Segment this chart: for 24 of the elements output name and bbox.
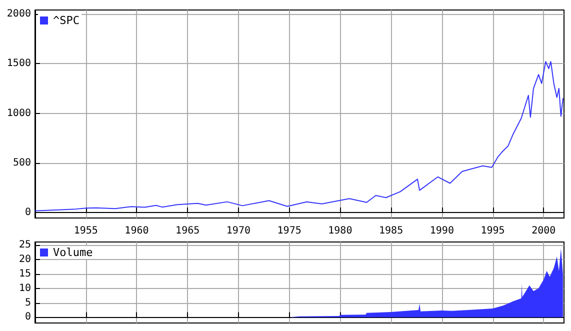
- x-tick-label: 1975: [277, 226, 302, 236]
- y-tick-label: 1500: [6, 58, 31, 70]
- x-tick-label: 1970: [226, 226, 251, 236]
- y-tick-label: 2000: [6, 8, 31, 20]
- y-tick-label: 5: [24, 297, 31, 308]
- x-tick-label: 1985: [379, 226, 404, 236]
- x-tick-label: 1995: [480, 226, 505, 236]
- x-tick-label: 1955: [74, 226, 98, 236]
- y-tick-label: 10: [18, 282, 31, 294]
- y-tick-label: 15: [18, 268, 31, 280]
- x-tick-label: 1965: [176, 226, 200, 236]
- x-tick-label: 1980: [328, 226, 352, 236]
- y-tick-label: 25: [18, 239, 31, 250]
- legend-label: Volume: [53, 246, 93, 259]
- x-tick-label: 1990: [430, 226, 454, 236]
- legend-label: ^SPC: [53, 14, 80, 27]
- y-tick-label: 500: [12, 157, 31, 168]
- y-tick-label: 20: [18, 254, 31, 265]
- x-tick-label: 1960: [124, 226, 149, 236]
- y-tick-label: 1000: [6, 108, 31, 119]
- y-tick-label: 0: [24, 207, 31, 218]
- y-tick-label: 0: [24, 312, 31, 323]
- x-tick-label: 2000: [532, 226, 556, 236]
- line-series: [34, 61, 564, 212]
